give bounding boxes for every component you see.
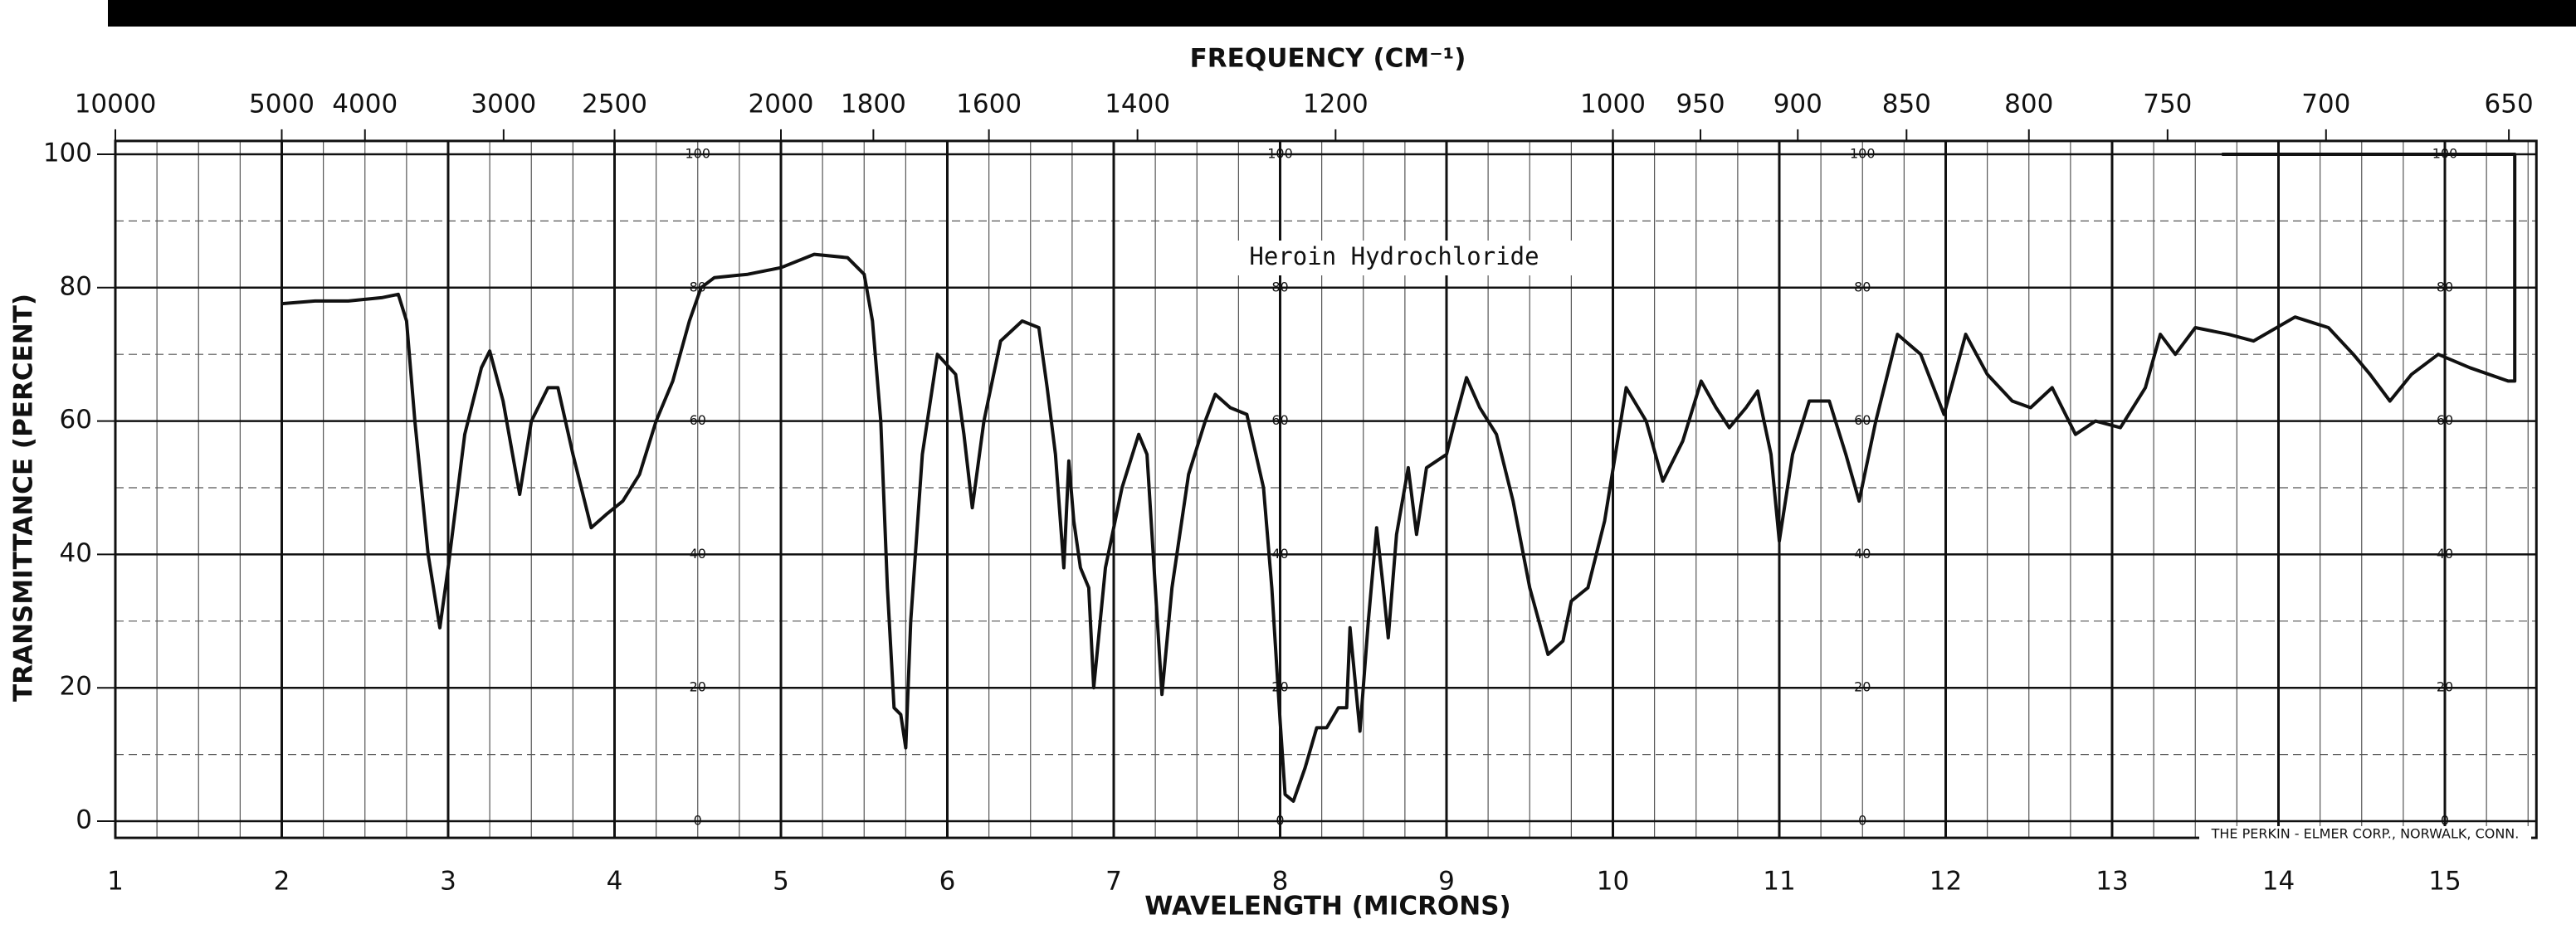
y-tick-label: 60	[60, 405, 92, 435]
x-tick-label: 11	[1763, 867, 1795, 897]
inner-scale-label: 80	[1854, 279, 1871, 294]
annotation: Heroin Hydrochloride	[1249, 242, 1539, 270]
top-tick-label: 1000	[1580, 90, 1646, 119]
inner-scale-label: 60	[690, 412, 706, 428]
x-tick-label: 13	[2095, 867, 2128, 897]
top-tick-label: 4000	[332, 90, 398, 119]
inner-scale-label: 20	[690, 679, 706, 695]
top-tick-label: 1400	[1105, 90, 1170, 119]
inner-scale-label: 100	[685, 146, 710, 162]
y-tick-label: 100	[43, 139, 92, 168]
top-tick-label: 1600	[956, 90, 1022, 119]
inner-scale-label: 60	[1854, 412, 1871, 428]
x-tick-label: 7	[1105, 867, 1122, 897]
y-tick-label: 0	[76, 805, 92, 835]
footnote: THE PERKIN - ELMER CORP., NORWALK, CONN.	[2211, 826, 2520, 842]
annotation-box	[1208, 241, 1581, 275]
y-tick-label: 20	[60, 672, 92, 702]
top-tick-label: 5000	[249, 90, 315, 119]
x-tick-label: 4	[607, 867, 623, 897]
x-tick-label: 1	[107, 867, 124, 897]
top-tick-label: 2000	[749, 90, 814, 119]
top-tick-label: 2500	[582, 90, 647, 119]
inner-scale-label: 0	[1276, 813, 1284, 829]
inner-scale-label: 0	[1858, 813, 1866, 829]
grid	[114, 139, 2538, 839]
inner-scale-label: 80	[2437, 279, 2453, 294]
top-tick-label: 3000	[471, 90, 536, 119]
top-bar	[108, 0, 2576, 27]
top-tick-label: 900	[1773, 90, 1822, 119]
top-tick-label: 850	[1882, 90, 1931, 119]
x-tick-label: 15	[2428, 867, 2461, 897]
footnote-box	[2199, 826, 2531, 843]
inner-scale-label: 0	[2441, 813, 2449, 829]
inner-scale-label: 40	[1854, 546, 1871, 562]
inner-scale-label: 60	[2437, 412, 2453, 428]
x-tick-label: 2	[274, 867, 290, 897]
y-tick-label: 40	[60, 538, 92, 568]
top-tick-label: 10000	[75, 90, 157, 119]
x-tick-label: 5	[773, 867, 789, 897]
inner-scale-label: 40	[690, 546, 706, 562]
chart-title: FREQUENCY (CM⁻¹)	[1190, 44, 1466, 74]
top-tick-label: 950	[1676, 90, 1725, 119]
x-tick-label: 10	[1597, 867, 1629, 897]
x-tick-label: 12	[1930, 867, 1962, 897]
spectrum-line	[281, 153, 2517, 803]
top-tick-label: 800	[2004, 90, 2053, 119]
x-axis-label: WAVELENGTH (MICRONS)	[1144, 892, 1510, 922]
x-tick-label: 8	[1272, 867, 1289, 897]
inner-scale-label: 20	[2437, 679, 2453, 695]
y-tick-label: 80	[60, 271, 92, 301]
inner-scale-label: 100	[1850, 146, 1876, 162]
x-tick-label: 3	[440, 867, 456, 897]
x-tick-label: 14	[2262, 867, 2295, 897]
inner-scale-label: 80	[1271, 279, 1288, 294]
inner-scale-label: 100	[1267, 146, 1293, 162]
top-tick-label: 650	[2485, 90, 2534, 119]
inner-scale-label: 40	[1271, 546, 1288, 562]
inner-scale-label: 40	[2437, 546, 2453, 562]
inner-scale-label: 80	[690, 279, 706, 294]
inner-scale-label: 20	[1854, 679, 1871, 695]
inner-scale-label: 0	[694, 813, 702, 829]
x-tick-label: 9	[1438, 867, 1455, 897]
top-tick-label: 1200	[1303, 90, 1368, 119]
top-tick-label: 700	[2301, 90, 2350, 119]
inner-scale-label: 60	[1271, 412, 1288, 428]
y-axis-label: TRANSMITTANCE (PERCENT)	[9, 294, 39, 702]
top-tick-label: 750	[2143, 90, 2192, 119]
inner-scale-label: 20	[1271, 679, 1288, 695]
x-tick-label: 6	[939, 867, 956, 897]
top-tick-label: 1800	[841, 90, 906, 119]
